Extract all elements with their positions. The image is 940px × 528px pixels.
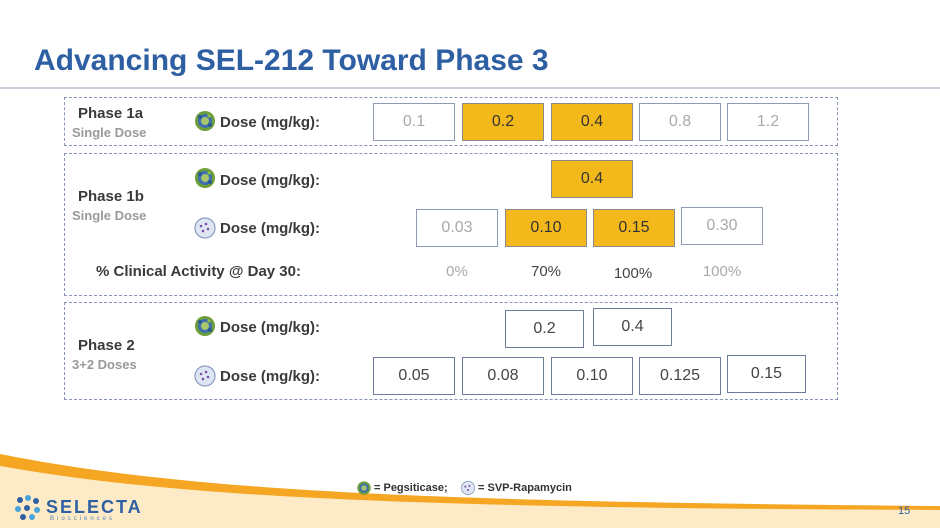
phase1b-svp-dose-box: 0.03: [416, 209, 498, 247]
phase1a-dose-box: 0.4: [551, 103, 633, 141]
phase2-svp-dose-label: Dose (mg/kg):: [220, 368, 321, 385]
phase2-subtitle: 3+2 Doses: [72, 357, 137, 372]
phase2-name: Phase 2: [78, 337, 135, 354]
phase1b-name: Phase 1b: [78, 188, 144, 205]
phase2-pegsiticase-dose-box: 0.2: [505, 310, 584, 348]
pegsiticase-icon: [193, 109, 217, 138]
phase1b-subtitle: Single Dose: [72, 208, 147, 223]
clinical-activity-value: 100%: [702, 263, 742, 280]
phase1a-dose-box: 0.2: [462, 103, 544, 141]
phase1b-svp-dose-box: 0.10: [505, 209, 587, 247]
phase1b-svp-dose-label: Dose (mg/kg):: [220, 220, 321, 237]
phase2-svp-dose-box: 0.08: [462, 357, 544, 395]
selecta-logo-tagline: Biosciences: [50, 516, 116, 522]
phase1b-frame: [64, 153, 838, 296]
svp-rapamycin-legend-icon: [460, 480, 476, 501]
phase2-frame: [64, 302, 838, 400]
phase1b-pegsiticase-dose-label: Dose (mg/kg):: [220, 172, 321, 189]
clinical-activity-label: % Clinical Activity @ Day 30:: [96, 263, 301, 280]
phase1a-subtitle: Single Dose: [72, 125, 147, 140]
selecta-logo-wordmark: SELECTA: [46, 497, 143, 517]
phase1a-frame: [64, 97, 838, 146]
phase2-svp-dose-box: 0.10: [551, 357, 633, 395]
phase1b-pegsiticase-dose-box: 0.4: [551, 160, 633, 198]
svp-rapamycin-icon: [193, 364, 217, 393]
phase1b-svp-dose-box: 0.30: [681, 207, 763, 245]
clinical-activity-value: 100%: [613, 265, 653, 282]
phase2-svp-dose-box: 0.05: [373, 357, 455, 395]
svp-rapamycin-legend-label: = SVP-Rapamycin: [478, 482, 572, 494]
clinical-activity-value: 0%: [446, 263, 468, 280]
phase2-pegsiticase-dose-label: Dose (mg/kg):: [220, 319, 321, 336]
phase2-svp-dose-box: 0.15: [727, 355, 806, 393]
selecta-logo-icon: [15, 495, 40, 520]
phase1a-dose-box: 1.2: [727, 103, 809, 141]
orange-swoosh-decoration: [0, 454, 940, 528]
page-number: 15: [898, 505, 911, 517]
pegsiticase-icon: [193, 314, 217, 343]
phase1a-dose-box: 0.8: [639, 103, 721, 141]
phase2-pegsiticase-dose-box: 0.4: [593, 308, 672, 346]
phase1a-name: Phase 1a: [78, 105, 144, 122]
slide-title: Advancing SEL-212 Toward Phase 3: [34, 44, 549, 77]
phase2-svp-dose-box: 0.125: [639, 357, 721, 395]
pegsiticase-legend-label: = Pegsiticase;: [374, 482, 448, 494]
phase1a-pegsiticase-dose-label: Dose (mg/kg):: [220, 114, 321, 131]
clinical-activity-value: 70%: [530, 263, 562, 280]
svp-rapamycin-icon: [193, 216, 217, 245]
title-divider: [0, 87, 940, 89]
phase1b-svp-dose-box: 0.15: [593, 209, 675, 247]
pegsiticase-legend-icon: [356, 480, 372, 501]
pegsiticase-icon: [193, 166, 217, 195]
phase1a-dose-box: 0.1: [373, 103, 455, 141]
